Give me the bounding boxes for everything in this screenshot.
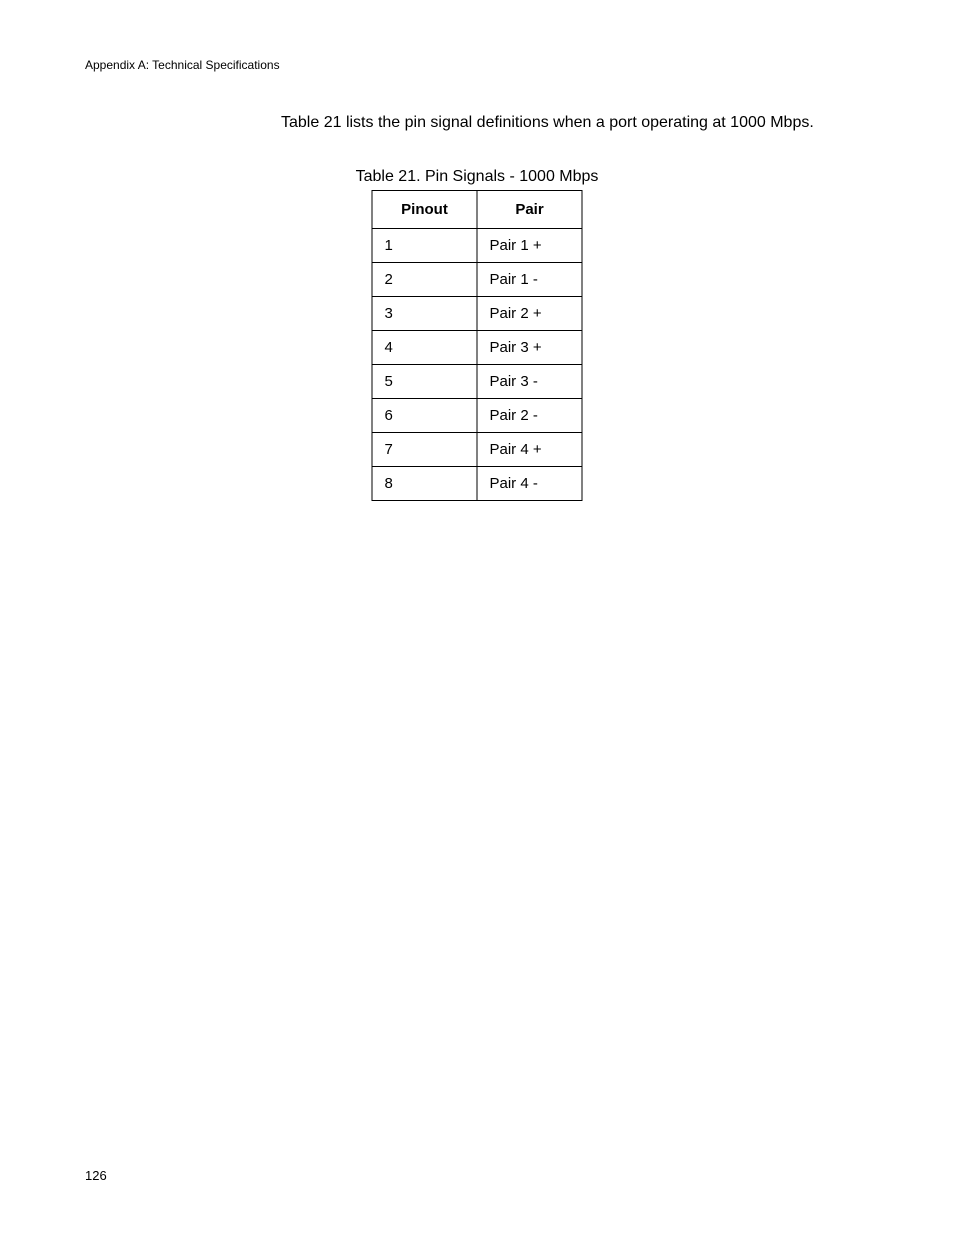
- table-row: 4 Pair 3 +: [372, 331, 582, 365]
- table-cell-pair: Pair 2 -: [477, 399, 582, 433]
- table-cell-pinout: 7: [372, 433, 477, 467]
- table-row: 6 Pair 2 -: [372, 399, 582, 433]
- table-row: 7 Pair 4 +: [372, 433, 582, 467]
- table-cell-pair: Pair 1 +: [477, 229, 582, 263]
- table-header-row: Pinout Pair: [372, 191, 582, 229]
- table-row: 2 Pair 1 -: [372, 263, 582, 297]
- page-header: Appendix A: Technical Specifications: [85, 58, 280, 72]
- pin-signals-table: Pinout Pair 1 Pair 1 + 2 Pair 1 - 3 Pair…: [372, 190, 583, 501]
- table-row: 1 Pair 1 +: [372, 229, 582, 263]
- table-cell-pinout: 6: [372, 399, 477, 433]
- table-header-pair: Pair: [477, 191, 582, 229]
- table-row: 3 Pair 2 +: [372, 297, 582, 331]
- table-cell-pair: Pair 4 -: [477, 467, 582, 501]
- table-cell-pair: Pair 4 +: [477, 433, 582, 467]
- table-cell-pair: Pair 3 -: [477, 365, 582, 399]
- table-cell-pinout: 5: [372, 365, 477, 399]
- page-number: 126: [85, 1168, 107, 1183]
- table-caption: Table 21. Pin Signals - 1000 Mbps: [0, 168, 954, 186]
- body-intro-text: Table 21 lists the pin signal definition…: [281, 112, 859, 134]
- table-cell-pair: Pair 2 +: [477, 297, 582, 331]
- table-row: 8 Pair 4 -: [372, 467, 582, 501]
- table-cell-pair: Pair 3 +: [477, 331, 582, 365]
- table-cell-pinout: 8: [372, 467, 477, 501]
- table-header-pinout: Pinout: [372, 191, 477, 229]
- table-cell-pinout: 2: [372, 263, 477, 297]
- table-cell-pinout: 1: [372, 229, 477, 263]
- table-cell-pinout: 3: [372, 297, 477, 331]
- table-cell-pair: Pair 1 -: [477, 263, 582, 297]
- table-cell-pinout: 4: [372, 331, 477, 365]
- table-row: 5 Pair 3 -: [372, 365, 582, 399]
